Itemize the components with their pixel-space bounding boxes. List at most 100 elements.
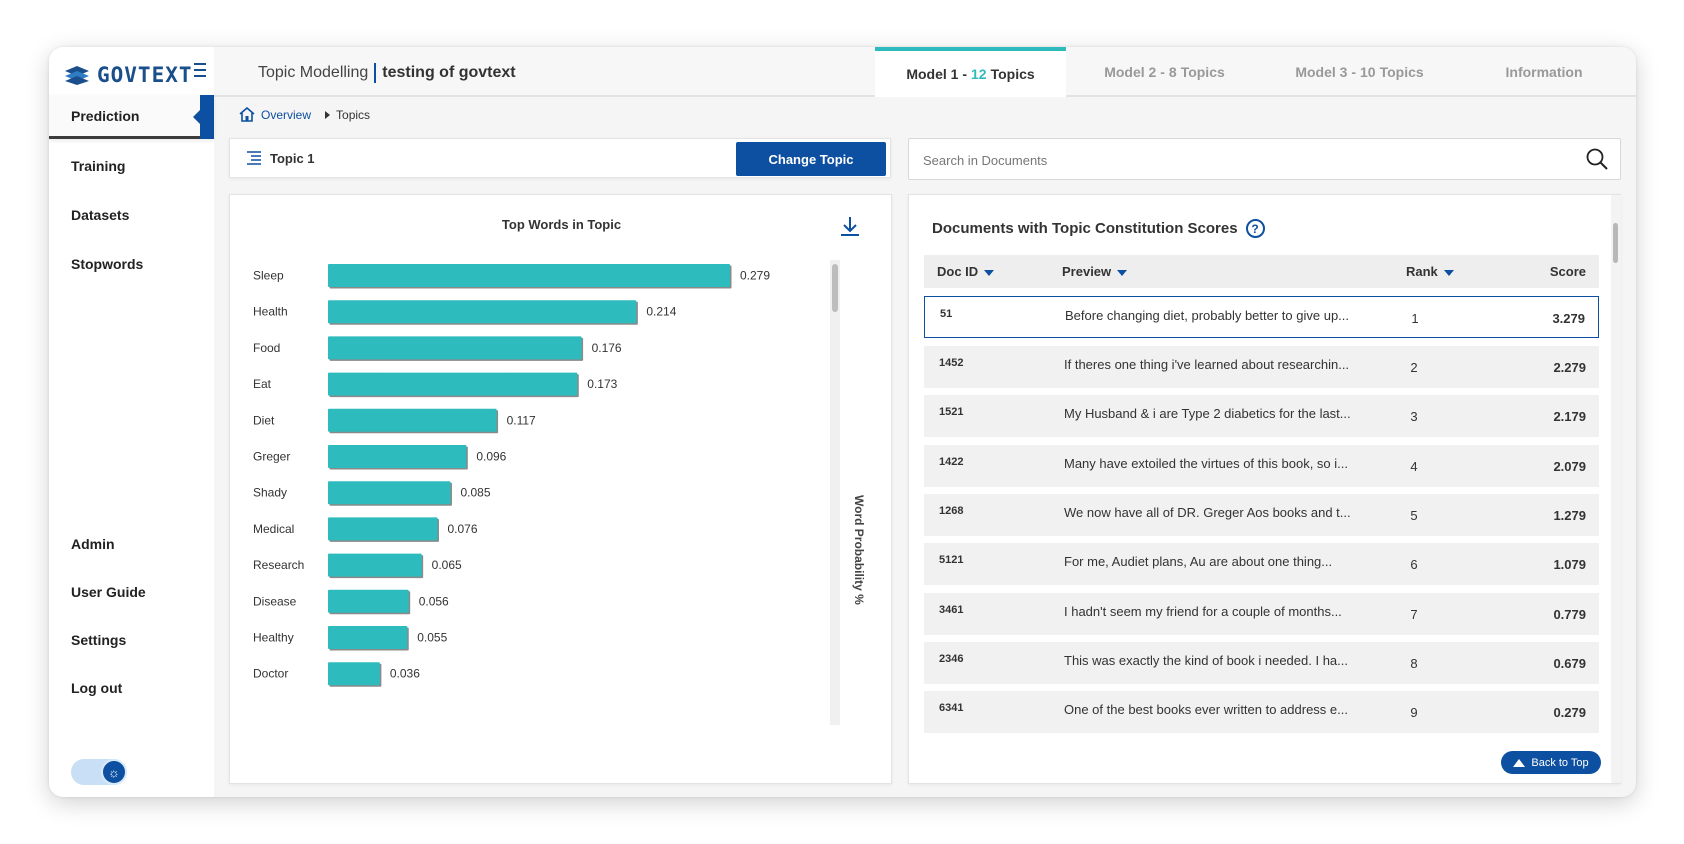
sidebar-item-datasets[interactable]: Datasets [49,193,214,237]
search-icon[interactable] [1586,148,1608,170]
sort-down-icon [1117,270,1128,276]
tab-count: 10 [1360,64,1376,80]
back-to-top-button[interactable]: Back to Top [1501,751,1601,774]
sidebar-item-user-guide[interactable]: User Guide [49,570,214,614]
bar-research[interactable] [328,553,422,577]
breadcrumb: Overview Topics [239,107,370,122]
category-label-food: Food [253,341,280,355]
topic-label: Topic 1 [246,150,315,166]
back-to-top-label: Back to Top [1531,756,1589,769]
sidebar-item-label: Prediction [71,107,140,124]
govtext-logo-icon [65,66,89,85]
category-label-diet: Diet [253,413,275,427]
table-row[interactable]: 2346 This was exactly the kind of book i… [924,642,1599,684]
category-label-doctor: Doctor [253,667,288,681]
tab-label: Model 2 - [1104,64,1165,80]
current-topic: Topic 1 [270,150,315,166]
doc-score: 0.279 [1553,705,1586,720]
bar-food[interactable] [328,336,582,360]
doc-score: 0.679 [1553,656,1586,671]
sidebar-item-stopwords[interactable]: Stopwords [49,242,214,286]
download-icon[interactable] [840,215,860,237]
table-row[interactable]: 3461 I hadn't seem my friend for a coupl… [924,593,1599,635]
value-label-healthy: 0.055 [417,631,447,645]
theme-toggle[interactable]: ☼ [71,759,127,785]
logo[interactable]: GOVTEXT [63,61,193,89]
value-label-food: 0.176 [592,341,622,355]
bar-diet[interactable] [328,408,497,432]
sidebar-item-settings[interactable]: Settings [49,618,214,662]
doc-preview: One of the best books ever written to ad… [1064,702,1348,717]
bar-shady[interactable] [328,481,451,505]
header: Topic Modelling testing of govtext Model… [214,47,1636,97]
sidebar-item-label: User Guide [71,584,146,600]
table-row[interactable]: 51 Before changing diet, probably better… [924,296,1599,338]
value-label-medical: 0.076 [448,522,478,536]
table-header: Doc ID Preview Rank Score [924,255,1599,288]
sort-down-icon [1443,270,1454,276]
doc-preview: My Husband & i are Type 2 diabetics for … [1064,406,1351,421]
tab-model-3[interactable]: Model 3 - 10 Topics [1264,47,1455,97]
search-input[interactable] [923,149,1563,171]
doc-score: 1.079 [1553,557,1586,572]
bar-greger[interactable] [328,445,467,468]
doc-rank: 4 [1410,459,1418,474]
breadcrumb-home-label: Overview [261,107,312,122]
documents-scrollbar[interactable] [1611,195,1621,783]
doc-id: 1268 [939,505,964,517]
search-box [908,138,1621,180]
sidebar-item-prediction[interactable]: Prediction [49,95,214,139]
brand-name: GOVTEXT [97,63,193,87]
value-label-shady: 0.085 [460,486,490,500]
tab-count: 12 [971,66,987,82]
value-label-eat: 0.173 [587,377,617,391]
column-header-score[interactable]: Score [1550,264,1586,279]
change-topic-button[interactable]: Change Topic [736,142,886,176]
sidebar-item-admin[interactable]: Admin [49,522,214,566]
bar-medical[interactable] [328,517,438,541]
value-label-diet: 0.117 [507,413,536,427]
table-row[interactable]: 5121 For me, Audiet plans, Au are about … [924,543,1599,585]
sidebar-item-logout[interactable]: Log out [49,666,214,710]
doc-preview: Many have extoiled the virtues of this b… [1064,456,1348,471]
bar-healthy[interactable] [328,626,408,649]
table-row[interactable]: 1521 My Husband & i are Type 2 diabetics… [924,395,1599,437]
tab-model-1[interactable]: Model 1 - 12 Topics [875,47,1066,97]
breadcrumb-home[interactable]: Overview [239,107,311,122]
column-header-preview[interactable]: Preview [1062,264,1128,279]
bar-sleep[interactable] [328,264,730,287]
table-row[interactable]: 1268 We now have all of DR. Greger Aos b… [924,494,1599,536]
column-header-rank[interactable]: Rank [1406,264,1454,279]
documents-title-text: Documents with Topic Constitution Scores [932,220,1238,237]
title-separator [374,63,377,83]
doc-score: 3.279 [1552,311,1585,326]
table-row[interactable]: 1452 If theres one thing i've learned ab… [924,346,1599,388]
chart-scrollbar[interactable] [830,260,840,725]
bar-doctor[interactable] [328,662,380,686]
help-icon[interactable]: ? [1245,219,1265,238]
category-label-greger: Greger [253,450,290,464]
menu-icon[interactable] [194,63,206,77]
bar-disease[interactable] [328,589,409,613]
chart-scrollbar-thumb[interactable] [832,264,838,312]
table-row[interactable]: 6341 One of the best books ever written … [924,691,1599,733]
topic-selector-bar: Topic 1 Change Topic [229,138,891,178]
tab-label-suffix: Topics [1379,64,1424,80]
sidebar-item-label: Training [71,158,126,174]
bar-health[interactable] [328,300,637,324]
doc-preview: Before changing diet, probably better to… [1065,308,1350,323]
tab-label: Model 3 - [1295,64,1356,80]
tab-information[interactable]: Information [1459,47,1629,97]
table-row[interactable]: 1422 Many have extoiled the virtues of t… [924,445,1599,487]
doc-rank: 2 [1410,360,1418,375]
documents-scrollbar-thumb[interactable] [1613,223,1618,263]
doc-rank: 5 [1410,508,1418,523]
sidebar-item-label: Admin [71,536,115,552]
y-axis-label: Word Probability % [852,495,866,605]
column-header-doc-id[interactable]: Doc ID [937,264,995,279]
sidebar-item-training[interactable]: Training [49,144,214,188]
tab-model-2[interactable]: Model 2 - 8 Topics [1069,47,1260,97]
section-title: Topic Modelling [258,64,369,81]
value-label-disease: 0.056 [419,594,449,608]
bar-eat[interactable] [328,372,578,396]
